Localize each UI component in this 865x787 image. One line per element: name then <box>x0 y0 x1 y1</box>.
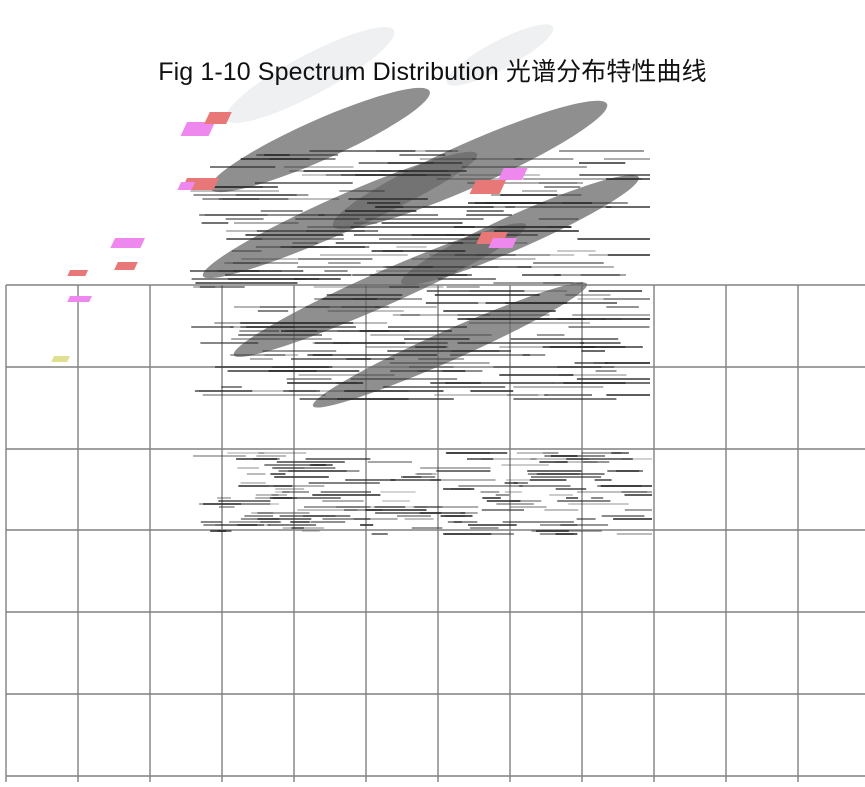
figure-title: Fig 1-10 Spectrum Distribution 光谱分布特性曲线 <box>0 52 865 88</box>
figure-title-text: Fig 1-10 Spectrum Distribution 光谱分布特性曲线 <box>158 58 707 86</box>
